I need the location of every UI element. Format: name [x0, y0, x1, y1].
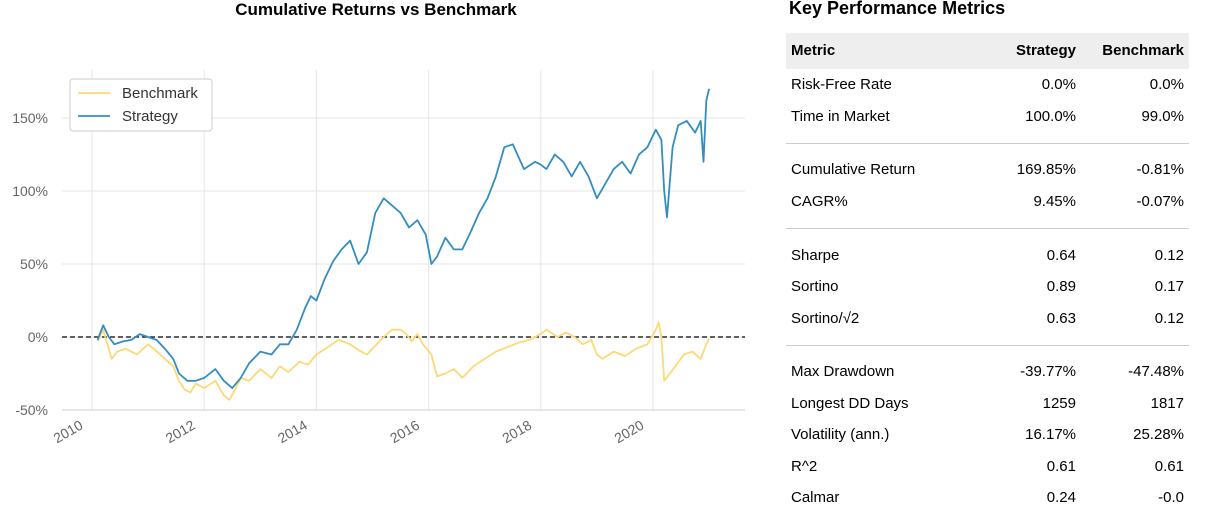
metrics-title: Key Performance Metrics: [789, 0, 1006, 18]
metric-name: Calmar: [791, 489, 840, 506]
header-metric: Metric: [791, 42, 836, 59]
strategy-value: 1259: [1042, 395, 1076, 412]
strategy-value: 169.85%: [1016, 161, 1076, 178]
header-benchmark: Benchmark: [1102, 42, 1184, 59]
benchmark-value: 99.0%: [1141, 108, 1184, 125]
strategy-value: 0.0%: [1041, 76, 1076, 93]
x-tick-label: 2014: [275, 417, 310, 447]
legend-label-benchmark: Benchmark: [122, 85, 198, 102]
chart-title: Cumulative Returns vs Benchmark: [235, 0, 517, 19]
x-tick-label: 2012: [163, 417, 198, 447]
chart-panel: Cumulative Returns vs Benchmark -50% 0% 50…: [12, 0, 745, 447]
series-line-benchmark: [96, 321, 710, 401]
table-row: R^2 0.61 0.61: [786, 452, 1189, 482]
x-tick-label: 2020: [612, 417, 647, 447]
strategy-value: 0.89: [1046, 278, 1076, 295]
y-tick-label: 50%: [20, 256, 48, 272]
table-row: Risk-Free Rate 0.0% 0.0%: [786, 70, 1189, 100]
table-row: CAGR% 9.45% -0.07%: [786, 187, 1189, 217]
strategy-value: 9.45%: [1033, 193, 1076, 210]
benchmark-value: 0.12: [1154, 310, 1184, 327]
strategy-value: 0.64: [1046, 247, 1076, 264]
x-tick-label: 2016: [387, 417, 422, 447]
benchmark-value: 1817: [1150, 395, 1184, 412]
metric-name: Sortino: [791, 278, 839, 295]
metric-name: Sharpe: [791, 247, 840, 264]
benchmark-value: 0.12: [1154, 247, 1184, 264]
metric-name: Sortino/√2: [791, 310, 860, 327]
y-tick-label: 0%: [28, 329, 48, 345]
y-tick-label: 150%: [12, 110, 48, 126]
row-separator: [786, 143, 1189, 144]
series-line-strategy: [96, 88, 710, 390]
row-separator: [786, 228, 1189, 229]
benchmark-value: 0.17: [1154, 278, 1184, 295]
strategy-value: 100.0%: [1025, 108, 1076, 125]
benchmark-value: 0.0%: [1149, 76, 1184, 93]
y-tick-label: -50%: [15, 402, 48, 418]
benchmark-value: -0.81%: [1136, 161, 1184, 178]
legend-label-strategy: Strategy: [122, 108, 178, 125]
table-row: Longest DD Days 1259 1817: [786, 389, 1189, 419]
benchmark-value: -0.0: [1158, 489, 1184, 506]
x-tick-label: 2010: [51, 417, 86, 447]
benchmark-value: 25.28%: [1133, 426, 1184, 443]
table-row: Time in Market 100.0% 99.0%: [786, 102, 1189, 132]
table-row: Cumulative Return 169.85% -0.81%: [786, 155, 1189, 185]
table-row: Sharpe 0.64 0.12: [786, 241, 1189, 271]
row-separator: [786, 345, 1189, 346]
table-row: Sortino/√2 0.63 0.12: [786, 304, 1189, 334]
metric-name: Max Drawdown: [791, 363, 895, 380]
y-tick-label: 100%: [12, 183, 48, 199]
metric-name: Cumulative Return: [791, 161, 916, 178]
cumulative-returns-chart: -50% 0% 50% 100% 150% 2010 2012 2014 2016 2018 202…: [12, 70, 745, 447]
legend-box: [69, 78, 213, 132]
benchmark-value: -47.48%: [1128, 363, 1184, 380]
metric-name: R^2: [791, 458, 818, 475]
strategy-value: 0.63: [1046, 310, 1076, 327]
metric-name: Time in Market: [791, 108, 890, 125]
metric-name: CAGR%: [791, 193, 848, 210]
x-tick-label: 2018: [499, 417, 534, 447]
metric-name: Risk-Free Rate: [791, 76, 892, 93]
benchmark-value: -0.07%: [1136, 193, 1184, 210]
metric-name: Volatility (ann.): [791, 426, 890, 443]
table-row: Sortino 0.89 0.17: [786, 272, 1189, 302]
benchmark-value: 0.61: [1154, 458, 1184, 475]
table-row: Max Drawdown -39.77% -47.48%: [786, 357, 1189, 387]
strategy-value: -39.77%: [1020, 363, 1076, 380]
header-strategy: Strategy: [1015, 42, 1076, 59]
metrics-table-header: Metric Strategy Benchmark: [786, 33, 1189, 69]
metric-name: Longest DD Days: [791, 395, 909, 412]
strategy-value: 0.24: [1046, 489, 1076, 506]
table-row: Calmar 0.24 -0.0: [786, 483, 1189, 513]
strategy-value: 16.17%: [1025, 426, 1076, 443]
table-row: Volatility (ann.) 16.17% 25.28%: [786, 420, 1189, 450]
strategy-value: 0.61: [1046, 458, 1076, 475]
